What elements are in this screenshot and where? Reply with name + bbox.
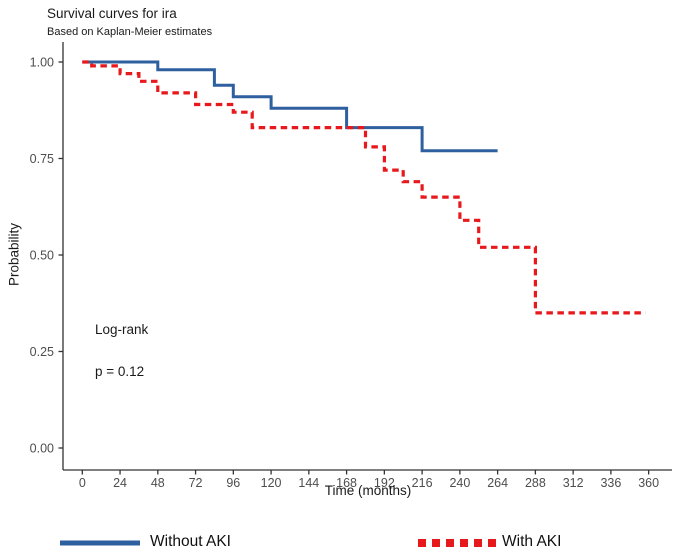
x-tick-label: 72 [189,476,203,490]
x-tick-label: 312 [563,476,584,490]
legend-swatch-dashed-line [416,536,500,554]
legend-label-without-aki: Without AKI [150,533,231,550]
y-tick-label: 0.75 [30,152,54,166]
y-tick-label: 0.25 [30,345,54,359]
x-tick-label: 168 [336,476,357,490]
x-tick-label: 120 [261,476,282,490]
curve-without-aki [82,60,498,153]
x-tick-label: 48 [151,476,165,490]
chart-subtitle: Based on Kaplan-Meier estimates [47,26,213,38]
x-tick-label: 360 [638,476,659,490]
x-tick-label: 240 [449,476,470,490]
logrank-annotation: Log-rank [95,322,149,337]
curve-with-aki [82,60,646,315]
x-tick-label: 336 [600,476,621,490]
y-tick-label: 1.00 [30,56,54,70]
x-tick-label: 288 [525,476,546,490]
x-tick-label: 216 [412,476,433,490]
chart-title: Survival curves for ira [47,6,177,21]
legend-swatch-solid-line [58,536,142,554]
p-value-annotation: p = 0.12 [95,364,145,379]
x-tick-label: 0 [79,476,86,490]
x-tick-label: 192 [374,476,395,490]
x-axis-label: Time (months) [324,483,412,498]
y-tick-label: 0.50 [30,249,54,263]
x-tick-label: 96 [226,476,240,490]
legend-label-with-aki: With AKI [502,533,562,550]
x-tick-label: 144 [298,476,319,490]
plot-area: 1.00 0.75 0.50 0.25 0.00 0 24 48 72 96 120 144 168 19… [30,42,672,490]
y-tick-label: 0.00 [30,442,54,456]
x-tick-label: 24 [113,476,127,490]
x-tick-label: 264 [487,476,508,490]
